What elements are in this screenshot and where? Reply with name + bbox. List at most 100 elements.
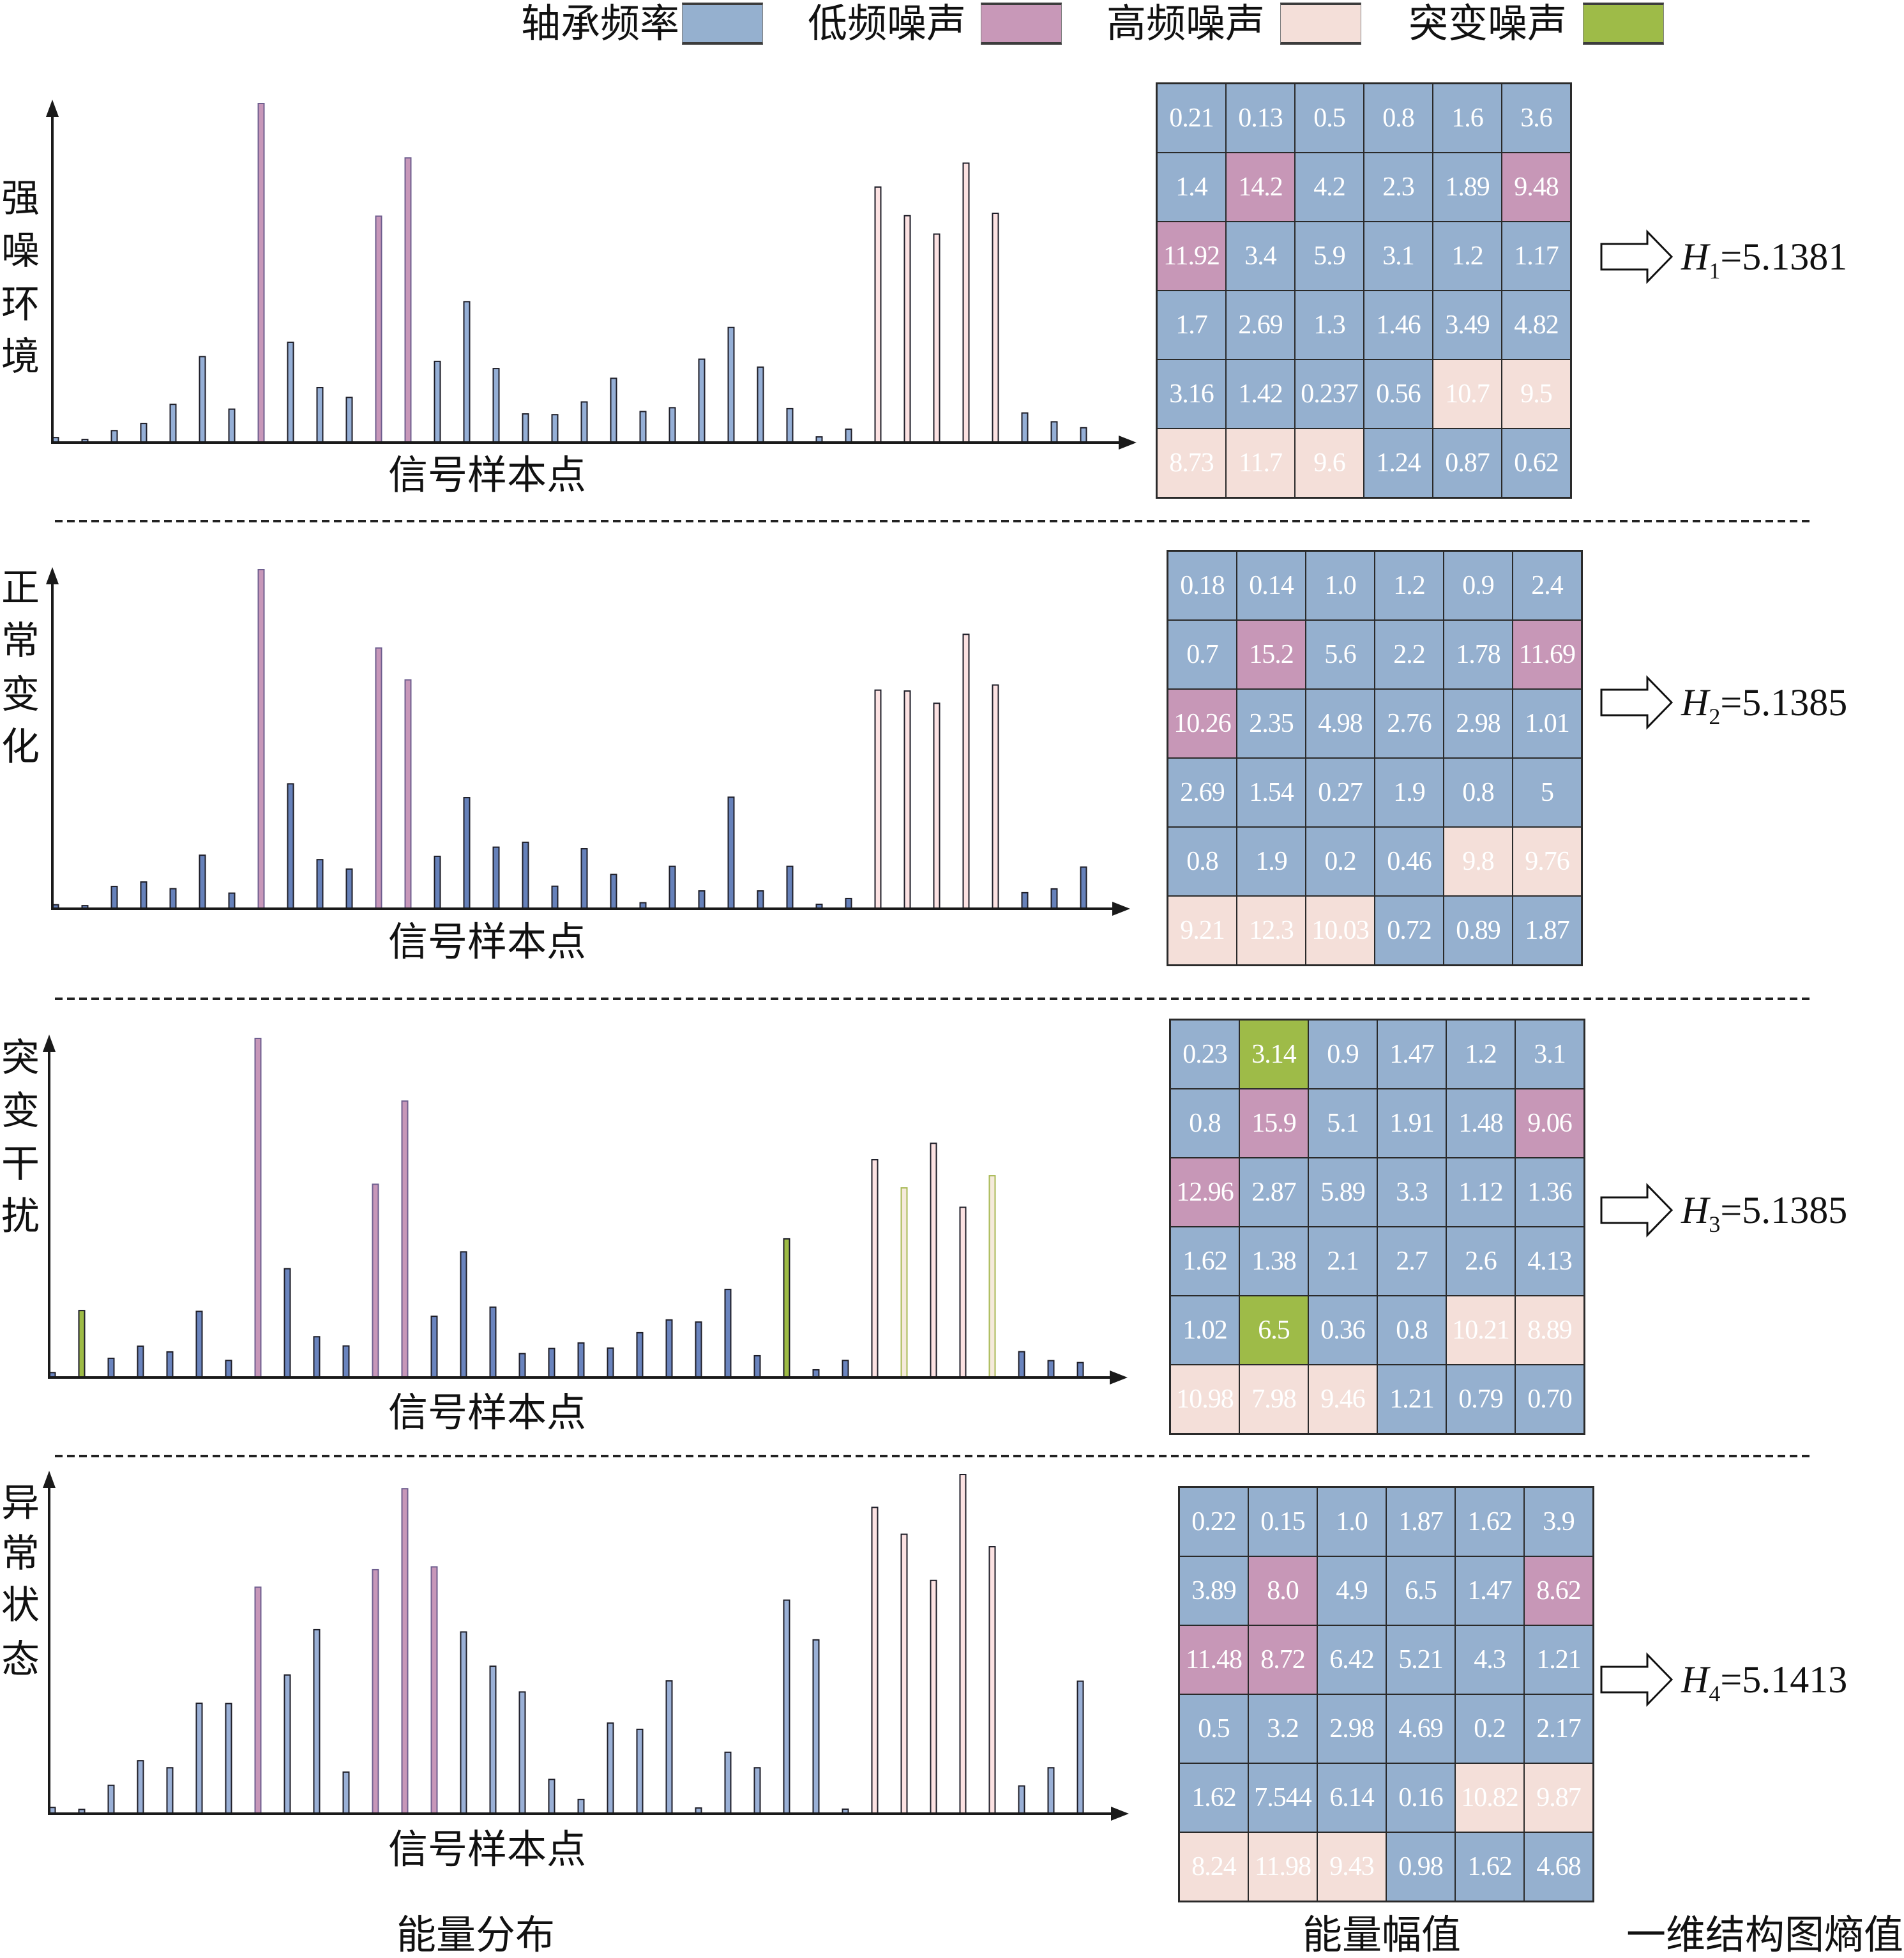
energy-bar-high-freq: [933, 702, 941, 910]
energy-bar-high-freq: [988, 1175, 996, 1378]
energy-bar-bearing: [463, 301, 471, 443]
entropy-symbol: H: [1681, 236, 1709, 278]
matrix-cell: 1.02: [1170, 1296, 1239, 1365]
energy-bar-high-freq: [903, 690, 911, 909]
matrix-cell: 4.9: [1317, 1556, 1386, 1625]
energy-bar-high-freq: [903, 215, 911, 443]
energy-bar-low-freq: [257, 569, 265, 909]
energy-bar-bearing: [727, 326, 735, 443]
caption-energy-distribution: 能量分布: [397, 1911, 555, 1958]
energy-bar-bearing: [492, 368, 500, 443]
energy-bar-high-freq: [988, 1546, 996, 1814]
energy-bar-bearing: [1021, 412, 1029, 443]
energy-bar-mutation: [78, 1310, 86, 1378]
matrix-cell: 1.89: [1433, 153, 1502, 222]
matrix-cell: 10.98: [1170, 1365, 1239, 1434]
energy-bar-bearing: [580, 401, 588, 443]
energy-bar-bearing: [434, 360, 441, 443]
matrix-cell: 1.01: [1513, 689, 1582, 758]
matrix-cell: 2.17: [1524, 1694, 1593, 1763]
energy-bar-bearing: [698, 358, 706, 443]
energy-bar-bearing: [166, 1767, 174, 1814]
entropy-index: 2: [1709, 704, 1721, 729]
panel-label-char: 强: [1, 176, 40, 221]
x-axis-label: 信号样本点: [388, 452, 586, 498]
hollow-arrow-icon: [1600, 229, 1674, 284]
matrix-cell: 3.3: [1377, 1158, 1446, 1227]
matrix-cell: 2.4: [1513, 551, 1582, 620]
energy-bar-bearing: [1050, 888, 1058, 910]
matrix-cell: 1.24: [1364, 429, 1433, 497]
energy-bar-bearing: [1050, 421, 1058, 444]
matrix-cell: 4.69: [1386, 1694, 1455, 1763]
energy-bar-high-freq: [992, 684, 999, 909]
energy-bar-bearing: [786, 865, 794, 909]
energy-bar-bearing: [434, 855, 441, 910]
energy-bar-low-freq: [404, 679, 412, 909]
energy-bar-bearing: [522, 413, 529, 444]
matrix-cell: 2.35: [1237, 689, 1306, 758]
panel-label-char: 常: [1, 1531, 40, 1576]
energy-bar-bearing: [1018, 1785, 1025, 1814]
matrix-cell: 10.26: [1168, 689, 1237, 758]
matrix-cell: 2.87: [1239, 1158, 1308, 1227]
energy-matrix: 0.23 3.14 0.9 1.47 1.2 3.1 0.8 15.9 5.1 1.91 1.48 9…: [1169, 1019, 1585, 1435]
matrix-cell: 0.16: [1386, 1763, 1455, 1832]
energy-matrix: 0.22 0.15 1.0 1.87 1.62 3.9 3.89 8.0 4.9 6.5 1.47 8…: [1178, 1486, 1594, 1902]
energy-bar-bearing: [140, 423, 147, 444]
matrix-cell: 10.7: [1433, 360, 1502, 429]
x-axis-label: 信号样本点: [388, 918, 586, 965]
matrix-cell: 11.7: [1226, 429, 1295, 497]
energy-bar-low-freq: [375, 647, 382, 909]
energy-bar-bearing: [489, 1306, 497, 1379]
matrix-cell: 9.43: [1317, 1832, 1386, 1901]
entropy-value: H4=5.1413: [1681, 1660, 1847, 1706]
matrix-cell: 8.24: [1179, 1832, 1248, 1901]
entropy-value: H2=5.1385: [1681, 681, 1847, 729]
caption-entropy: 一维结构图熵值: [1626, 1911, 1904, 1958]
matrix-cell: 2.69: [1226, 291, 1295, 360]
matrix-cell: 8.0: [1248, 1556, 1317, 1625]
x-axis-label: 信号样本点: [388, 1826, 586, 1872]
matrix-cell: 1.4: [1157, 153, 1226, 222]
energy-bar-bearing: [518, 1691, 526, 1814]
energy-bar-mutation: [783, 1238, 790, 1379]
matrix-cell: 0.13: [1226, 84, 1295, 153]
energy-bar-bearing: [636, 1332, 644, 1378]
energy-bar-bearing: [342, 1771, 350, 1815]
energy-bar-high-freq: [959, 1474, 967, 1814]
entropy-symbol: H: [1681, 681, 1709, 724]
matrix-cell: 0.62: [1502, 429, 1571, 497]
matrix-cell: 1.7: [1157, 291, 1226, 360]
energy-bar-bearing: [137, 1760, 144, 1814]
panel-label-char: 噪: [1, 229, 40, 273]
matrix-cell: 0.15: [1248, 1487, 1317, 1556]
matrix-cell: 9.06: [1515, 1089, 1584, 1158]
energy-bar-bearing: [489, 1666, 497, 1814]
energy-bar-bearing: [551, 885, 559, 909]
energy-bar-bearing: [669, 865, 676, 909]
panel-label-char: 干: [1, 1142, 40, 1187]
matrix-cell: 11.98: [1248, 1832, 1317, 1901]
energy-bar-bearing: [1077, 1680, 1084, 1814]
legend-label-high-freq: 高频噪声: [1107, 0, 1266, 47]
energy-bar-bearing: [757, 890, 764, 909]
energy-bar-bearing: [812, 1639, 820, 1814]
matrix-cell: 2.69: [1168, 758, 1237, 827]
entropy-index: 4: [1709, 1681, 1721, 1706]
energy-bar-bearing: [783, 1599, 790, 1814]
energy-bar-high-freq: [874, 689, 882, 910]
energy-bar-bearing: [607, 1722, 614, 1814]
matrix-cell: 0.27: [1306, 758, 1375, 827]
matrix-cell: 7.544: [1248, 1763, 1317, 1832]
energy-bar-bearing: [225, 1703, 232, 1814]
matrix-cell: 11.48: [1179, 1625, 1248, 1694]
matrix-cell: 1.9: [1237, 827, 1306, 896]
energy-bar-low-freq: [375, 215, 382, 443]
matrix-cell: 1.62: [1170, 1227, 1239, 1296]
matrix-cell: 3.1: [1515, 1020, 1584, 1089]
energy-bar-bearing: [107, 1784, 115, 1814]
matrix-cell: 1.0: [1317, 1487, 1386, 1556]
matrix-cell: 1.54: [1237, 758, 1306, 827]
matrix-cell: 2.98: [1444, 689, 1513, 758]
